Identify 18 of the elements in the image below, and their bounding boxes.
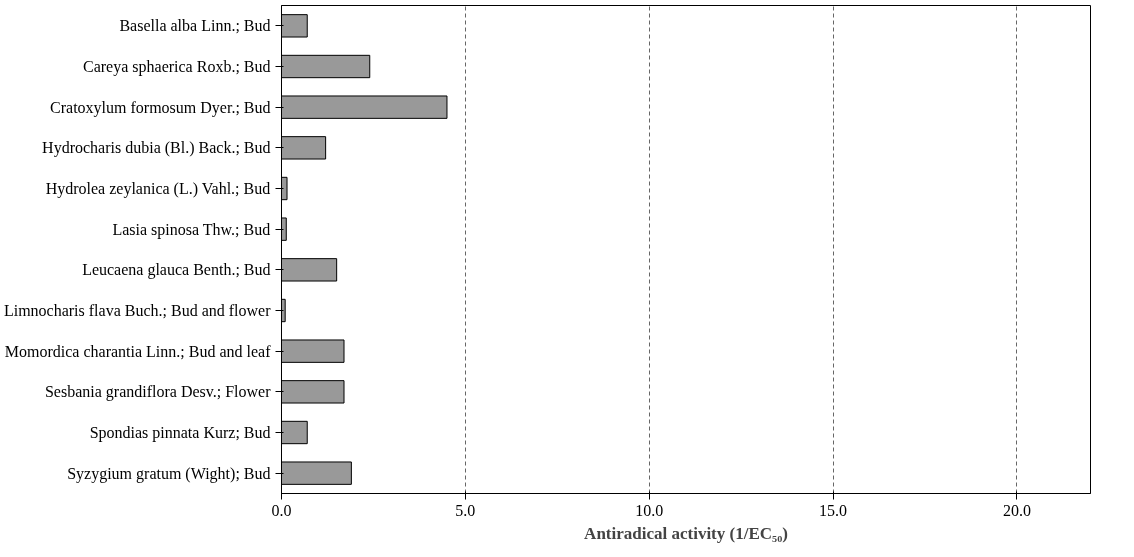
y-tick-label: Momordica charantia Linn.; Bud and leaf: [4, 342, 272, 360]
x-tick-label: 0.0: [271, 501, 292, 519]
x-tick-label: 5.0: [455, 501, 476, 519]
y-tick-label: Spondias pinnata Kurz; Bud: [89, 424, 271, 442]
y-tick-label: Syzygium gratum (Wight); Bud: [67, 464, 271, 483]
y-tick-label: Lasia spinosa Thw.; Bud: [112, 220, 271, 239]
x-axis-title: Antiradical activity (1/EC₅₀): [584, 523, 788, 543]
x-tick-label: 15.0: [819, 501, 848, 519]
y-tick-label: Sesbania grandiflora Desv.; Flower: [44, 383, 272, 402]
y-tick-label: Basella alba Linn.; Bud: [119, 17, 271, 35]
y-tick-label: Hydrolea zeylanica (L.) Vahl.; Bud: [45, 180, 271, 198]
y-tick-label: Hydrocharis dubia (Bl.) Back.; Bud: [42, 139, 271, 158]
y-tick-label: Careya sphaerica Roxb.; Bud: [83, 58, 271, 76]
y-tick-label: Limnocharis flava Buch.; Bud and flower: [3, 302, 272, 319]
x-tick-label: 20.0: [1002, 501, 1031, 519]
y-tick-label: Leucaena glauca Benth.; Bud: [82, 261, 271, 280]
x-tick-label: 10.0: [635, 501, 664, 519]
y-tick-label: Cratoxylum formosum Dyer.; Bud: [50, 98, 271, 117]
